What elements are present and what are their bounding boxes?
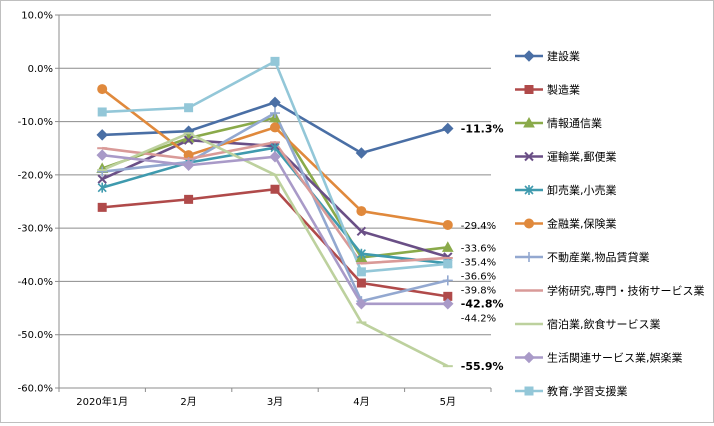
data-point bbox=[96, 149, 108, 161]
legend-label: 卸売業,小売業 bbox=[547, 183, 617, 197]
x-tick-label: 2020年1月 bbox=[76, 395, 128, 408]
legend: 建設業製造業情報通信業運輸業,郵便業卸売業,小売業金融業,保険業不動産業,物品賃… bbox=[515, 49, 705, 398]
y-tick-label: 10.0% bbox=[21, 11, 53, 22]
data-point bbox=[97, 202, 107, 212]
y-tick-labels: 10.0% 0.0% -10.0% -20.0% -30.0% -40.0% -50.0% -… bbox=[18, 11, 53, 395]
legend-label: 教育,学習支援業 bbox=[547, 384, 628, 398]
data-point bbox=[270, 122, 280, 133]
y-tick-label: -50.0% bbox=[18, 330, 53, 341]
y-tick-label: -10.0% bbox=[18, 117, 53, 128]
x-tick-label: 3月 bbox=[267, 396, 283, 408]
end-value-label: -36.6% bbox=[461, 271, 496, 282]
data-point bbox=[269, 151, 281, 163]
legend-label: 製造業 bbox=[547, 83, 580, 97]
data-point bbox=[96, 129, 108, 141]
end-value-label: -44.2% bbox=[461, 313, 496, 324]
end-labels: -11.3% -29.4% -33.6% -35.4% -36.6% -39.8%-42.… bbox=[461, 122, 504, 373]
y-tick-label: 0.0% bbox=[28, 64, 53, 75]
data-point bbox=[184, 103, 194, 113]
data-point bbox=[270, 56, 280, 66]
legend-swatch-marker bbox=[523, 116, 535, 128]
y-tick-label: -60.0% bbox=[18, 384, 53, 395]
legend-swatch-marker bbox=[524, 85, 534, 94]
end-value-label: -29.4% bbox=[461, 221, 496, 232]
legend-label: 生活関連サービス業,娯楽業 bbox=[547, 351, 683, 365]
legend-swatch-marker bbox=[524, 218, 534, 229]
data-point bbox=[97, 166, 108, 177]
data-point bbox=[97, 107, 107, 117]
data-point bbox=[356, 278, 366, 288]
y-tick-label: -40.0% bbox=[18, 277, 53, 288]
legend-swatch-marker bbox=[524, 151, 534, 162]
legend-swatch-marker bbox=[523, 351, 535, 364]
data-point bbox=[270, 142, 280, 153]
legend-label: 運輸業,郵便業 bbox=[547, 150, 617, 164]
legend-swatch-marker bbox=[524, 252, 534, 262]
data-point bbox=[97, 84, 108, 95]
x-tick-label: 2月 bbox=[180, 396, 196, 408]
data-point bbox=[442, 298, 454, 310]
legend-label: 宿泊業,飲食サービス業 bbox=[547, 317, 661, 331]
end-value-label: -35.4% bbox=[461, 257, 496, 268]
x-tick-label: 4月 bbox=[353, 396, 369, 408]
gridlines bbox=[55, 14, 491, 389]
end-value-label: -39.8% bbox=[461, 285, 496, 296]
x-tick-label: 5月 bbox=[440, 396, 456, 408]
axes bbox=[58, 15, 492, 392]
legend-label: 情報通信業 bbox=[547, 117, 602, 130]
end-value-label: -33.6% bbox=[461, 243, 496, 254]
end-value-label: -11.3% bbox=[461, 122, 504, 135]
data-point bbox=[183, 135, 194, 145]
data-point bbox=[356, 267, 366, 277]
data-point bbox=[270, 184, 280, 194]
legend-label: 不動産業,物品賃貸業 bbox=[547, 250, 650, 264]
legend-label: 金融業,保険業 bbox=[547, 217, 617, 231]
series-line bbox=[101, 131, 449, 368]
legend-swatch-marker bbox=[524, 185, 534, 195]
data-point bbox=[442, 219, 453, 230]
legend-swatch-marker bbox=[524, 386, 534, 396]
legend-swatch-marker bbox=[523, 50, 535, 62]
data-point bbox=[443, 259, 453, 269]
data-point bbox=[182, 159, 195, 171]
legend-label: 建設業 bbox=[547, 49, 580, 63]
data-point bbox=[442, 275, 453, 286]
data-point bbox=[442, 122, 454, 135]
data-point bbox=[355, 147, 368, 159]
end-value-label: -55.9% bbox=[461, 360, 504, 373]
data-point bbox=[269, 96, 281, 109]
data-point bbox=[356, 248, 366, 259]
end-value-label: -42.8% bbox=[461, 297, 504, 310]
series-markers bbox=[96, 56, 454, 368]
x-tick-labels: 2020年1月 2月 3月 4月 5月 bbox=[76, 395, 456, 408]
legend-label: 学術研究,専門・技術サービス業 bbox=[547, 284, 705, 298]
data-point bbox=[270, 108, 280, 119]
data-point bbox=[441, 241, 454, 252]
data-point bbox=[97, 174, 107, 184]
data-point bbox=[356, 206, 367, 217]
data-point bbox=[356, 226, 367, 237]
data-point bbox=[97, 182, 107, 193]
data-point bbox=[355, 298, 368, 310]
y-tick-label: -20.0% bbox=[18, 170, 53, 181]
y-tick-label: -30.0% bbox=[18, 224, 53, 235]
data-point bbox=[184, 194, 194, 204]
